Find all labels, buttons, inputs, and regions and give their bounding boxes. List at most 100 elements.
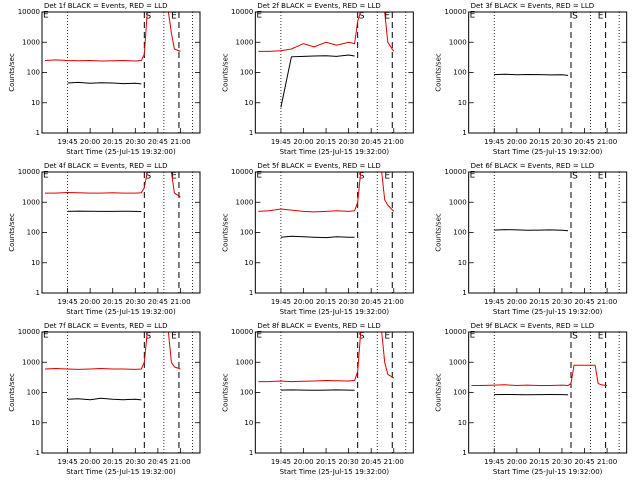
y-tick-label: 10	[458, 99, 467, 107]
y-tick-label: 10	[244, 99, 253, 107]
plot-frame	[254, 11, 414, 134]
marker-label: E	[384, 332, 390, 342]
x-tick-label: 20:30	[339, 298, 359, 306]
x-tick-label: 21:00	[384, 298, 404, 306]
chart-title: Det 2f BLACK = Events, RED = LLD	[257, 2, 380, 10]
marker-label: E	[598, 12, 604, 22]
corner-label: E	[256, 171, 262, 181]
marker-label: S	[572, 172, 578, 182]
plot-frame	[254, 331, 414, 454]
marker-label: E	[171, 172, 177, 182]
y-tick-label: 10	[244, 419, 253, 427]
x-axis-label: Start Time (25-Jul-15 19:32:00)	[280, 308, 390, 316]
y-tick-label: 10	[31, 419, 40, 427]
y-tick-label: 1	[249, 449, 253, 457]
y-tick-label: 1000	[236, 358, 254, 366]
series-line	[44, 331, 181, 370]
corner-label: E	[43, 11, 49, 21]
y-tick-label: 1000	[236, 38, 254, 46]
corner-label: E	[256, 331, 262, 341]
x-tick-label: 21:00	[597, 298, 617, 306]
x-tick-label: 20:30	[552, 298, 572, 306]
corner-label: E	[43, 171, 49, 181]
series-line	[280, 235, 355, 239]
marker-label: S	[572, 332, 578, 342]
y-tick-label: 10000	[444, 8, 466, 16]
y-tick-label: 100	[240, 389, 253, 397]
x-tick-label: 20:45	[361, 458, 381, 466]
x-tick-label: 20:00	[507, 138, 527, 146]
chart-title: Det 8f BLACK = Events, RED = LLD	[257, 322, 380, 330]
x-tick-label: 21:00	[384, 138, 404, 146]
y-axis-label: Counts/sec	[221, 213, 229, 252]
y-tick-label: 1	[36, 289, 40, 297]
x-tick-label: 20:45	[574, 138, 594, 146]
x-tick-label: 19:45	[57, 298, 77, 306]
y-tick-label: 1	[462, 449, 466, 457]
y-tick-label: 10000	[18, 168, 40, 176]
x-tick-label: 20:15	[529, 138, 549, 146]
y-tick-label: 1	[249, 129, 253, 137]
y-tick-label: 1	[462, 289, 466, 297]
marker-label: S	[145, 12, 151, 22]
y-tick-label: 1000	[449, 198, 467, 206]
y-tick-label: 10	[458, 419, 467, 427]
x-axis-label: Start Time (25-Jul-15 19:32:00)	[66, 308, 176, 316]
x-tick-label: 21:00	[170, 458, 190, 466]
y-tick-label: 1000	[22, 38, 40, 46]
y-axis-label: Counts/sec	[8, 213, 16, 252]
x-tick-label: 19:45	[57, 138, 77, 146]
y-axis-label: Counts/sec	[8, 53, 16, 92]
chart-title: Det 7f BLACK = Events, RED = LLD	[44, 322, 167, 330]
plot-frame	[41, 11, 201, 134]
y-axis-label: Counts/sec	[221, 53, 229, 92]
marker-label: S	[359, 172, 365, 182]
x-axis-label: Start Time (25-Jul-15 19:32:00)	[66, 148, 176, 156]
x-axis-label: Start Time (25-Jul-15 19:32:00)	[66, 468, 176, 476]
marker-label: E	[598, 332, 604, 342]
y-tick-label: 10	[31, 99, 40, 107]
x-tick-label: 20:45	[361, 138, 381, 146]
y-axis-label: Counts/sec	[435, 373, 443, 412]
chart-title: Det 1f BLACK = Events, RED = LLD	[44, 2, 167, 10]
series-line	[67, 81, 142, 85]
x-tick-label: 19:45	[484, 458, 504, 466]
x-tick-label: 20:15	[529, 458, 549, 466]
x-tick-label: 20:00	[507, 298, 527, 306]
series-line	[280, 54, 355, 108]
plot-frame	[468, 331, 628, 454]
x-tick-label: 20:30	[552, 458, 572, 466]
plot-frame	[41, 331, 201, 454]
plot-frame	[468, 171, 628, 294]
x-axis-label: Start Time (25-Jul-15 19:32:00)	[280, 468, 390, 476]
y-tick-label: 10	[244, 259, 253, 267]
marker-label: S	[359, 12, 365, 22]
chart-title: Det 3f BLACK = Events, RED = LLD	[471, 2, 594, 10]
corner-label: E	[470, 171, 476, 181]
series-line	[258, 331, 395, 383]
y-tick-label: 10000	[444, 168, 466, 176]
x-tick-label: 20:45	[148, 458, 168, 466]
x-tick-label: 19:45	[57, 458, 77, 466]
marker-label: S	[359, 332, 365, 342]
series-line	[67, 397, 142, 401]
plot-frame	[41, 171, 201, 294]
y-tick-label: 1	[36, 129, 40, 137]
x-axis-label: Start Time (25-Jul-15 19:32:00)	[493, 308, 603, 316]
x-tick-label: 19:45	[484, 138, 504, 146]
x-axis-label: Start Time (25-Jul-15 19:32:00)	[493, 468, 603, 476]
marker-label: E	[171, 332, 177, 342]
x-tick-label: 20:15	[316, 138, 336, 146]
plot-frame	[254, 171, 414, 294]
corner-label: E	[470, 11, 476, 21]
y-tick-label: 1000	[22, 358, 40, 366]
x-tick-label: 19:45	[271, 298, 291, 306]
corner-label: E	[256, 11, 262, 21]
x-tick-label: 20:30	[125, 298, 145, 306]
x-tick-label: 20:30	[339, 138, 359, 146]
y-tick-label: 10	[31, 259, 40, 267]
y-tick-label: 1000	[236, 198, 254, 206]
marker-label: S	[145, 332, 151, 342]
series-line	[44, 11, 181, 62]
